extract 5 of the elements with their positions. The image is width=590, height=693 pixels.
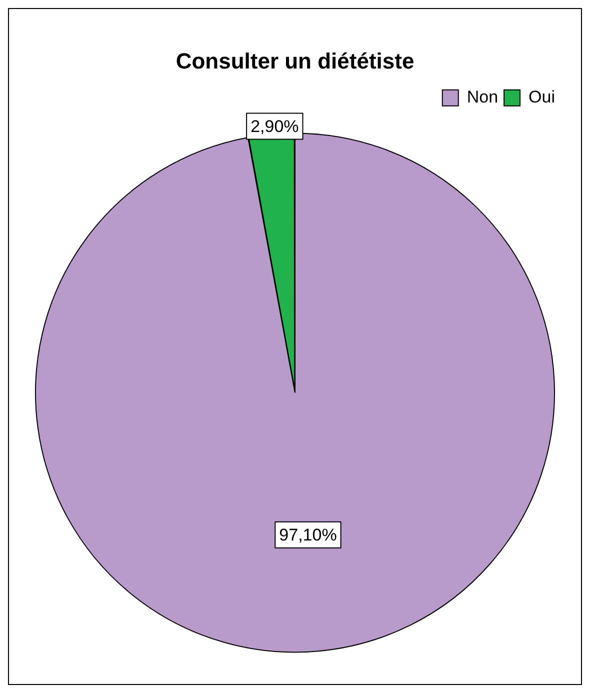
legend-label: Oui [528,88,556,107]
data-label: 2,90% [250,116,299,136]
chart-title: Consulter un diététiste [176,48,414,74]
legend-label: Non [466,88,498,107]
data-label: 97,10% [279,526,337,545]
